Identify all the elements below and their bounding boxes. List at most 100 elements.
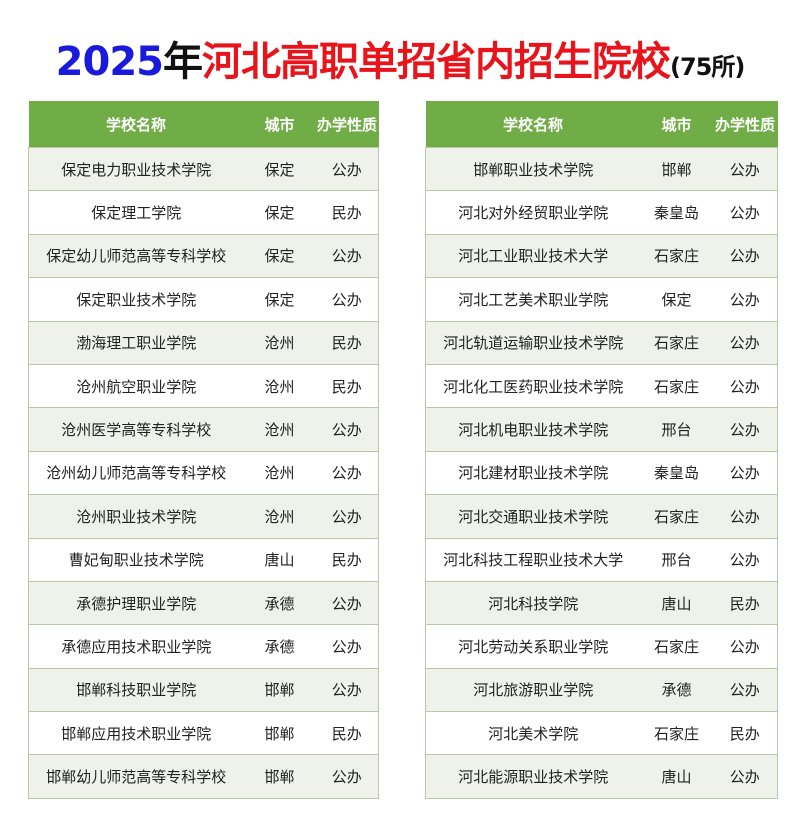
ownership-type: 公办 <box>315 494 379 539</box>
school-name: 保定幼儿师范高等专科学校 <box>28 233 244 278</box>
table-row: 河北科技工程职业技术大学 邢台 公办 <box>425 537 778 582</box>
ownership-type: 民办 <box>315 190 379 235</box>
table-row: 河北对外经贸职业学院 秦皇岛 公办 <box>425 190 778 235</box>
table-row: 沧州医学高等专科学校 沧州 公办 <box>28 407 379 452</box>
ownership-type: 民办 <box>315 537 379 582</box>
table-row: 沧州航空职业学院 沧州 民办 <box>28 363 379 408</box>
table-row: 承德护理职业学院 承德 公办 <box>28 580 379 625</box>
city: 邯郸 <box>243 754 316 799</box>
table-row: 河北旅游职业学院 承德 公办 <box>425 667 778 712</box>
table-row: 邯郸应用技术职业学院 邯郸 民办 <box>28 711 379 755</box>
table-row: 邯郸科技职业学院 邯郸 公办 <box>28 667 379 712</box>
table-row: 河北科技学院 唐山 民办 <box>425 580 778 625</box>
table-row: 河北工艺美术职业学院 保定 公办 <box>425 277 778 322</box>
city: 唐山 <box>640 580 713 625</box>
ownership-type: 公办 <box>315 146 379 191</box>
ownership-type: 公办 <box>315 624 379 669</box>
ownership-type: 公办 <box>712 233 778 278</box>
school-name: 曹妃甸职业技术学院 <box>28 537 244 582</box>
ownership-type: 公办 <box>712 667 778 712</box>
table-row: 保定幼儿师范高等专科学校 保定 公办 <box>28 233 379 278</box>
school-name: 河北能源职业技术学院 <box>425 754 641 799</box>
ownership-type: 民办 <box>315 320 379 365</box>
city: 沧州 <box>243 320 316 365</box>
city: 保定 <box>243 146 316 191</box>
school-name: 沧州航空职业学院 <box>28 363 244 408</box>
ownership-type: 公办 <box>315 580 379 625</box>
table-row: 保定理工学院 保定 民办 <box>28 190 379 235</box>
schools-table-left: 学校名称 城市 办学性质 保定电力职业技术学院 保定 公办 保定理工学院 保定 民办 保定幼… <box>28 101 379 799</box>
table-row: 河北建材职业技术学院 秦皇岛 公办 <box>425 450 778 495</box>
table-row: 曹妃甸职业技术学院 唐山 民办 <box>28 537 379 582</box>
table-row: 河北工业职业技术大学 石家庄 公办 <box>425 233 778 278</box>
school-name: 保定理工学院 <box>28 190 244 235</box>
school-name: 河北科技学院 <box>425 580 641 625</box>
ownership-type: 公办 <box>712 624 778 669</box>
school-name: 河北工业职业技术大学 <box>425 233 641 278</box>
ownership-type: 公办 <box>712 190 778 235</box>
school-name: 邯郸科技职业学院 <box>28 667 244 712</box>
city: 沧州 <box>243 494 316 539</box>
schools-table-right: 学校名称 城市 办学性质 邯郸职业技术学院 邯郸 公办 河北对外经贸职业学院 秦皇岛 公办… <box>425 101 778 799</box>
header-city: 城市 <box>243 101 316 148</box>
ownership-type: 公办 <box>712 494 778 539</box>
school-name: 河北机电职业技术学院 <box>425 407 641 452</box>
ownership-type: 公办 <box>315 233 379 278</box>
school-name: 承德应用技术职业学院 <box>28 624 244 669</box>
city: 邯郸 <box>640 146 713 191</box>
ownership-type: 公办 <box>712 754 778 799</box>
ownership-type: 民办 <box>712 711 778 755</box>
ownership-type: 公办 <box>315 407 379 452</box>
city: 邢台 <box>640 537 713 582</box>
city: 保定 <box>243 277 316 322</box>
ownership-type: 公办 <box>315 277 379 322</box>
school-name: 河北交通职业技术学院 <box>425 494 641 539</box>
city: 石家庄 <box>640 711 713 755</box>
ownership-type: 公办 <box>712 363 778 408</box>
school-name: 邯郸应用技术职业学院 <box>28 711 244 755</box>
table-row: 河北轨道运输职业技术学院 石家庄 公办 <box>425 320 778 365</box>
city: 保定 <box>243 190 316 235</box>
school-name: 河北科技工程职业技术大学 <box>425 537 641 582</box>
ownership-type: 公办 <box>712 320 778 365</box>
school-name: 河北化工医药职业技术学院 <box>425 363 641 408</box>
city: 承德 <box>243 624 316 669</box>
school-name: 河北轨道运输职业技术学院 <box>425 320 641 365</box>
school-name: 保定职业技术学院 <box>28 277 244 322</box>
school-name: 河北工艺美术职业学院 <box>425 277 641 322</box>
ownership-type: 公办 <box>315 667 379 712</box>
school-name: 河北劳动关系职业学院 <box>425 624 641 669</box>
table-row: 河北化工医药职业技术学院 石家庄 公办 <box>425 363 778 408</box>
school-name: 河北美术学院 <box>425 711 641 755</box>
ownership-type: 民办 <box>315 711 379 755</box>
city: 沧州 <box>243 363 316 408</box>
city: 邯郸 <box>243 667 316 712</box>
table-row: 保定职业技术学院 保定 公办 <box>28 277 379 322</box>
ownership-type: 民办 <box>315 363 379 408</box>
table-row: 沧州幼儿师范高等专科学校 沧州 公办 <box>28 450 379 495</box>
city: 石家庄 <box>640 363 713 408</box>
table-row: 邯郸职业技术学院 邯郸 公办 <box>425 146 778 191</box>
ownership-type: 民办 <box>712 580 778 625</box>
city: 邢台 <box>640 407 713 452</box>
ownership-type: 公办 <box>712 146 778 191</box>
table-row: 渤海理工职业学院 沧州 民办 <box>28 320 379 365</box>
city: 石家庄 <box>640 494 713 539</box>
ownership-type: 公办 <box>712 407 778 452</box>
school-name: 邯郸幼儿师范高等专科学校 <box>28 754 244 799</box>
school-name: 渤海理工职业学院 <box>28 320 244 365</box>
table-row: 河北交通职业技术学院 石家庄 公办 <box>425 494 778 539</box>
ownership-type: 公办 <box>712 277 778 322</box>
ownership-type: 公办 <box>712 450 778 495</box>
city: 承德 <box>640 667 713 712</box>
school-name: 沧州职业技术学院 <box>28 494 244 539</box>
city: 保定 <box>640 277 713 322</box>
header-city: 城市 <box>640 101 713 148</box>
school-name: 保定电力职业技术学院 <box>28 146 244 191</box>
city: 唐山 <box>640 754 713 799</box>
ownership-type: 公办 <box>315 450 379 495</box>
header-type: 办学性质 <box>712 101 778 148</box>
city: 唐山 <box>243 537 316 582</box>
school-name: 沧州医学高等专科学校 <box>28 407 244 452</box>
city: 沧州 <box>243 407 316 452</box>
